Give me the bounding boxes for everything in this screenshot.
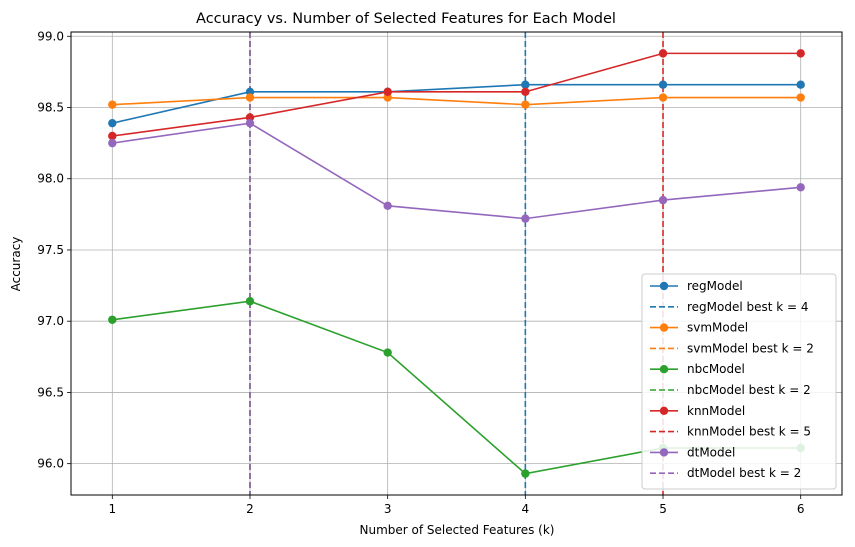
x-axis-ticks: 1 2 3 4 5 6 <box>108 495 805 516</box>
data-point-dtModel <box>796 183 805 192</box>
data-point-knnModel <box>658 49 668 58</box>
x-tick-label: 3 <box>384 502 392 516</box>
legend-label-svmModel: svmModel <box>687 321 748 335</box>
legend-label-regModel: regModel <box>687 279 743 293</box>
y-axis-label: Accuracy <box>9 237 23 292</box>
data-point-regModel <box>658 80 668 89</box>
legend-label-knnModel: knnModel <box>687 404 745 418</box>
data-point-knnModel <box>383 87 392 97</box>
x-axis-label: Number of Selected Features (k) <box>360 523 555 537</box>
y-tick-label: 98.0 <box>37 172 64 186</box>
data-point-svmModel <box>521 100 530 109</box>
legend-label-best-regModel: regModel best k = 4 <box>687 300 809 314</box>
legend-marker-nbcModel <box>659 365 669 374</box>
legend-label-best-svmModel: svmModel best k = 2 <box>687 341 814 355</box>
legend: regModel regModel best k = 4 svmModel svmMo… <box>641 273 837 490</box>
data-point-nbcModel <box>245 297 255 306</box>
data-point-dtModel <box>245 118 255 128</box>
y-axis-ticks: 96.0 96.5 97.0 97.5 98.0 98.5 99.0 <box>37 29 71 471</box>
data-point-dtModel <box>521 214 530 223</box>
data-point-svmModel <box>245 93 255 102</box>
data-point-svmModel <box>108 100 117 109</box>
data-point-knnModel <box>108 131 117 141</box>
data-point-nbcModel <box>521 469 530 478</box>
x-tick-label: 1 <box>108 502 116 516</box>
series-line-dtModel <box>112 122 801 220</box>
data-point-regModel <box>521 80 530 89</box>
legend-label-best-dtModel: dtModel best k = 2 <box>687 466 801 480</box>
data-point-knnModel <box>521 87 530 97</box>
legend-marker-regModel <box>659 281 669 291</box>
data-point-dtModel <box>383 201 392 211</box>
y-tick-label: 98.5 <box>37 101 64 115</box>
data-point-dtModel <box>108 138 117 148</box>
data-point-svmModel <box>796 93 805 102</box>
legend-label-dtModel: dtModel <box>687 445 735 459</box>
plot-frame <box>70 31 843 496</box>
y-tick-label: 96.0 <box>37 457 64 471</box>
legend-label-best-knnModel: knnModel best k = 5 <box>687 425 811 439</box>
data-point-regModel <box>796 80 805 89</box>
best-k-lines <box>249 32 664 495</box>
legend-label-nbcModel: nbcModel <box>687 362 745 376</box>
data-point-nbcModel <box>383 348 392 357</box>
legend-marker-dtModel <box>659 448 669 457</box>
y-tick-label: 97.5 <box>37 243 64 257</box>
legend-marker-knnModel <box>659 406 669 415</box>
x-tick-label: 2 <box>246 502 254 516</box>
data-point-dtModel <box>658 195 668 205</box>
x-tick-label: 5 <box>659 502 667 516</box>
y-tick-label: 96.5 <box>37 385 64 399</box>
data-point-nbcModel <box>108 315 117 324</box>
legend-box <box>641 273 837 490</box>
y-tick-label: 97.0 <box>37 314 64 328</box>
series-line-knnModel <box>112 52 801 137</box>
x-tick-label: 6 <box>797 502 805 516</box>
data-point-knnModel <box>796 49 805 58</box>
chart-title: Accuracy vs. Number of Selected Features… <box>196 11 616 27</box>
series-line-svmModel <box>112 96 801 106</box>
x-tick-label: 4 <box>522 502 530 516</box>
legend-marker-svmModel <box>659 323 669 332</box>
y-tick-label: 99.0 <box>37 29 64 43</box>
series-line-regModel <box>112 83 801 124</box>
legend-label-best-nbcModel: nbcModel best k = 2 <box>687 383 811 397</box>
data-point-regModel <box>108 118 117 128</box>
data-point-svmModel <box>658 93 668 102</box>
